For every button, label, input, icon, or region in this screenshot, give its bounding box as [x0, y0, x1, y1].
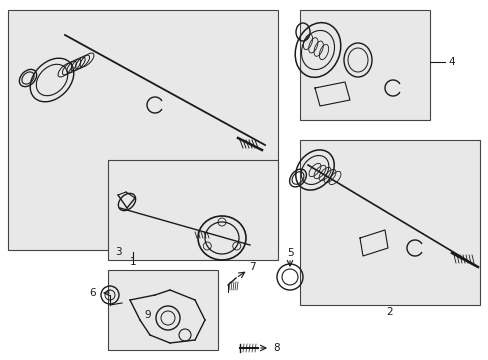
Bar: [299, 140, 479, 305]
Text: 3: 3: [115, 247, 121, 257]
Text: 5: 5: [286, 248, 293, 258]
Text: 8: 8: [273, 343, 280, 353]
Text: 6: 6: [89, 288, 96, 298]
Bar: [108, 160, 278, 260]
Bar: [8, 10, 278, 250]
Text: 1: 1: [129, 257, 136, 267]
Text: 7: 7: [248, 262, 255, 272]
Text: 9: 9: [144, 310, 151, 320]
Text: 2: 2: [386, 307, 392, 317]
Text: 4: 4: [448, 57, 454, 67]
Bar: [108, 270, 218, 350]
Bar: [299, 10, 429, 120]
